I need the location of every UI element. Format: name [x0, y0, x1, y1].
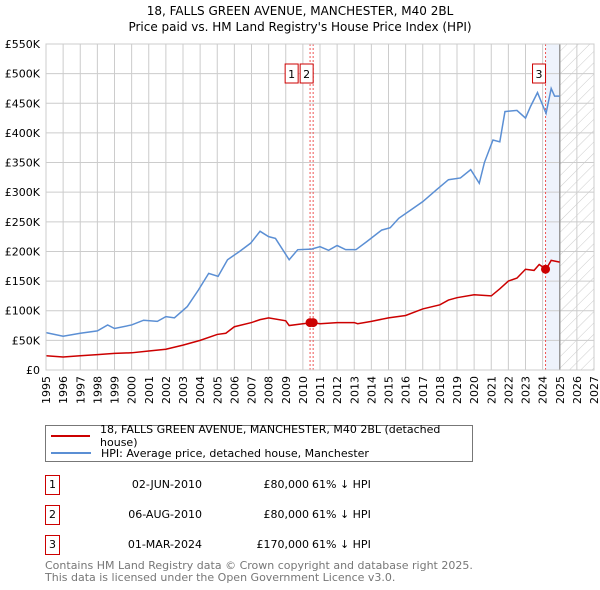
x-tick-label: 1996 [57, 376, 70, 404]
x-tick-label: 2026 [571, 376, 584, 404]
price-chart: 18, FALLS GREEN AVENUE, MANCHESTER, M40 … [5, 4, 600, 404]
x-tick-label: 2006 [228, 376, 241, 404]
y-tick-label: £100K [5, 305, 41, 318]
marker-badge: 1 [45, 475, 60, 495]
x-tick-label: 2004 [194, 376, 207, 404]
annotation-label: 2 [303, 68, 310, 81]
y-tick-label: £450K [5, 97, 41, 110]
hpi-diff: 61% ↓ HPI [312, 508, 371, 521]
legend-item-hpi: HPI: Average price, detached house, Manc… [46, 445, 369, 461]
y-tick-label: £550K [5, 38, 41, 51]
x-tick-label: 2007 [246, 376, 259, 404]
x-tick-label: 2003 [177, 376, 190, 404]
x-tick-label: 2016 [400, 376, 413, 404]
x-tick-label: 2027 [588, 376, 600, 404]
x-tick-label: 2001 [143, 376, 156, 404]
plot-frame [45, 43, 595, 371]
x-tick-label: 2019 [451, 376, 464, 404]
x-tick-label: 2015 [383, 376, 396, 404]
y-tick-label: £150K [5, 275, 41, 288]
chart-title: 18, FALLS GREEN AVENUE, MANCHESTER, M40 … [147, 4, 454, 18]
y-tick-label: £200K [5, 245, 41, 258]
x-tick-label: 1999 [109, 376, 122, 404]
legend-label: 18, FALLS GREEN AVENUE, MANCHESTER, M40 … [100, 423, 441, 449]
x-tick-label: 2022 [502, 376, 515, 404]
x-tick-label: 2017 [417, 376, 430, 404]
x-tick-label: 2011 [314, 376, 327, 404]
legend-swatch [51, 435, 91, 437]
x-tick-label: 2009 [280, 376, 293, 404]
forecast-shade [545, 44, 560, 370]
legend: 18, FALLS GREEN AVENUE, MANCHESTER, M40 … [45, 423, 473, 462]
sale-point [305, 318, 315, 328]
x-tick-label: 2002 [160, 376, 173, 404]
table-row: 2 06-AUG-2010 £80,000 61% ↓ HPI [45, 505, 465, 525]
x-tick-label: 2025 [554, 376, 567, 404]
sale-price: £80,000 [263, 508, 310, 521]
marker-badge: 2 [45, 505, 60, 525]
x-tick-label: 2013 [348, 376, 361, 404]
x-tick-label: 2008 [263, 376, 276, 404]
table-row: 1 02-JUN-2010 £80,000 61% ↓ HPI [45, 475, 465, 495]
series-line [45, 259, 560, 358]
sale-date: 01-MAR-2024 [127, 538, 202, 551]
x-tick-label: 2010 [297, 376, 310, 404]
x-tick-label: 1997 [74, 376, 87, 404]
y-tick-label: £350K [5, 157, 41, 170]
y-tick-label: £400K [5, 127, 41, 140]
x-tick-label: 2021 [485, 376, 498, 404]
y-tick-label: £50K [12, 334, 41, 347]
legend-swatch [51, 452, 91, 454]
x-tick-label: 2024 [537, 376, 550, 404]
annotation-label: 3 [536, 68, 543, 81]
sale-price: £170,000 [256, 538, 310, 551]
annotation-box [284, 63, 299, 84]
annotation-box [532, 63, 547, 84]
table-row: 3 01-MAR-2024 £170,000 61% ↓ HPI [45, 535, 465, 555]
x-tick-label: 2014 [365, 376, 378, 404]
annotation-box [299, 63, 314, 84]
sale-point [541, 264, 551, 274]
x-tick-label: 2012 [331, 376, 344, 404]
x-tick-label: 1995 [40, 376, 53, 404]
x-tick-label: 2023 [520, 376, 533, 404]
x-tick-label: 2005 [211, 376, 224, 404]
marker-badge: 3 [45, 535, 60, 555]
x-tick-label: 2018 [434, 376, 447, 404]
x-tick-label: 2000 [126, 376, 139, 404]
hpi-diff: 61% ↓ HPI [312, 478, 371, 491]
series-line [45, 86, 560, 337]
sale-date: 02-JUN-2010 [131, 478, 202, 491]
x-tick-label: 1998 [91, 376, 104, 404]
sale-price: £80,000 [263, 478, 310, 491]
footer: Contains HM Land Registry data © Crown c… [45, 560, 473, 584]
y-tick-label: £250K [5, 216, 41, 229]
y-tick-label: £500K [5, 68, 41, 81]
legend-item-property: 18, FALLS GREEN AVENUE, MANCHESTER, M40 … [46, 423, 472, 449]
y-tick-label: £0 [26, 364, 40, 377]
legend-label: HPI: Average price, detached house, Manc… [101, 446, 369, 460]
chart-subtitle: Price paid vs. HM Land Registry's House … [128, 20, 471, 34]
sale-date: 06-AUG-2010 [128, 508, 202, 521]
annotation-label: 1 [288, 68, 295, 81]
footer-line: This data is licensed under the Open Gov… [45, 571, 396, 584]
x-tick-label: 2020 [468, 376, 481, 404]
footer-line: Contains HM Land Registry data © Crown c… [45, 559, 473, 572]
hpi-diff: 61% ↓ HPI [312, 538, 371, 551]
y-tick-label: £300K [5, 186, 41, 199]
